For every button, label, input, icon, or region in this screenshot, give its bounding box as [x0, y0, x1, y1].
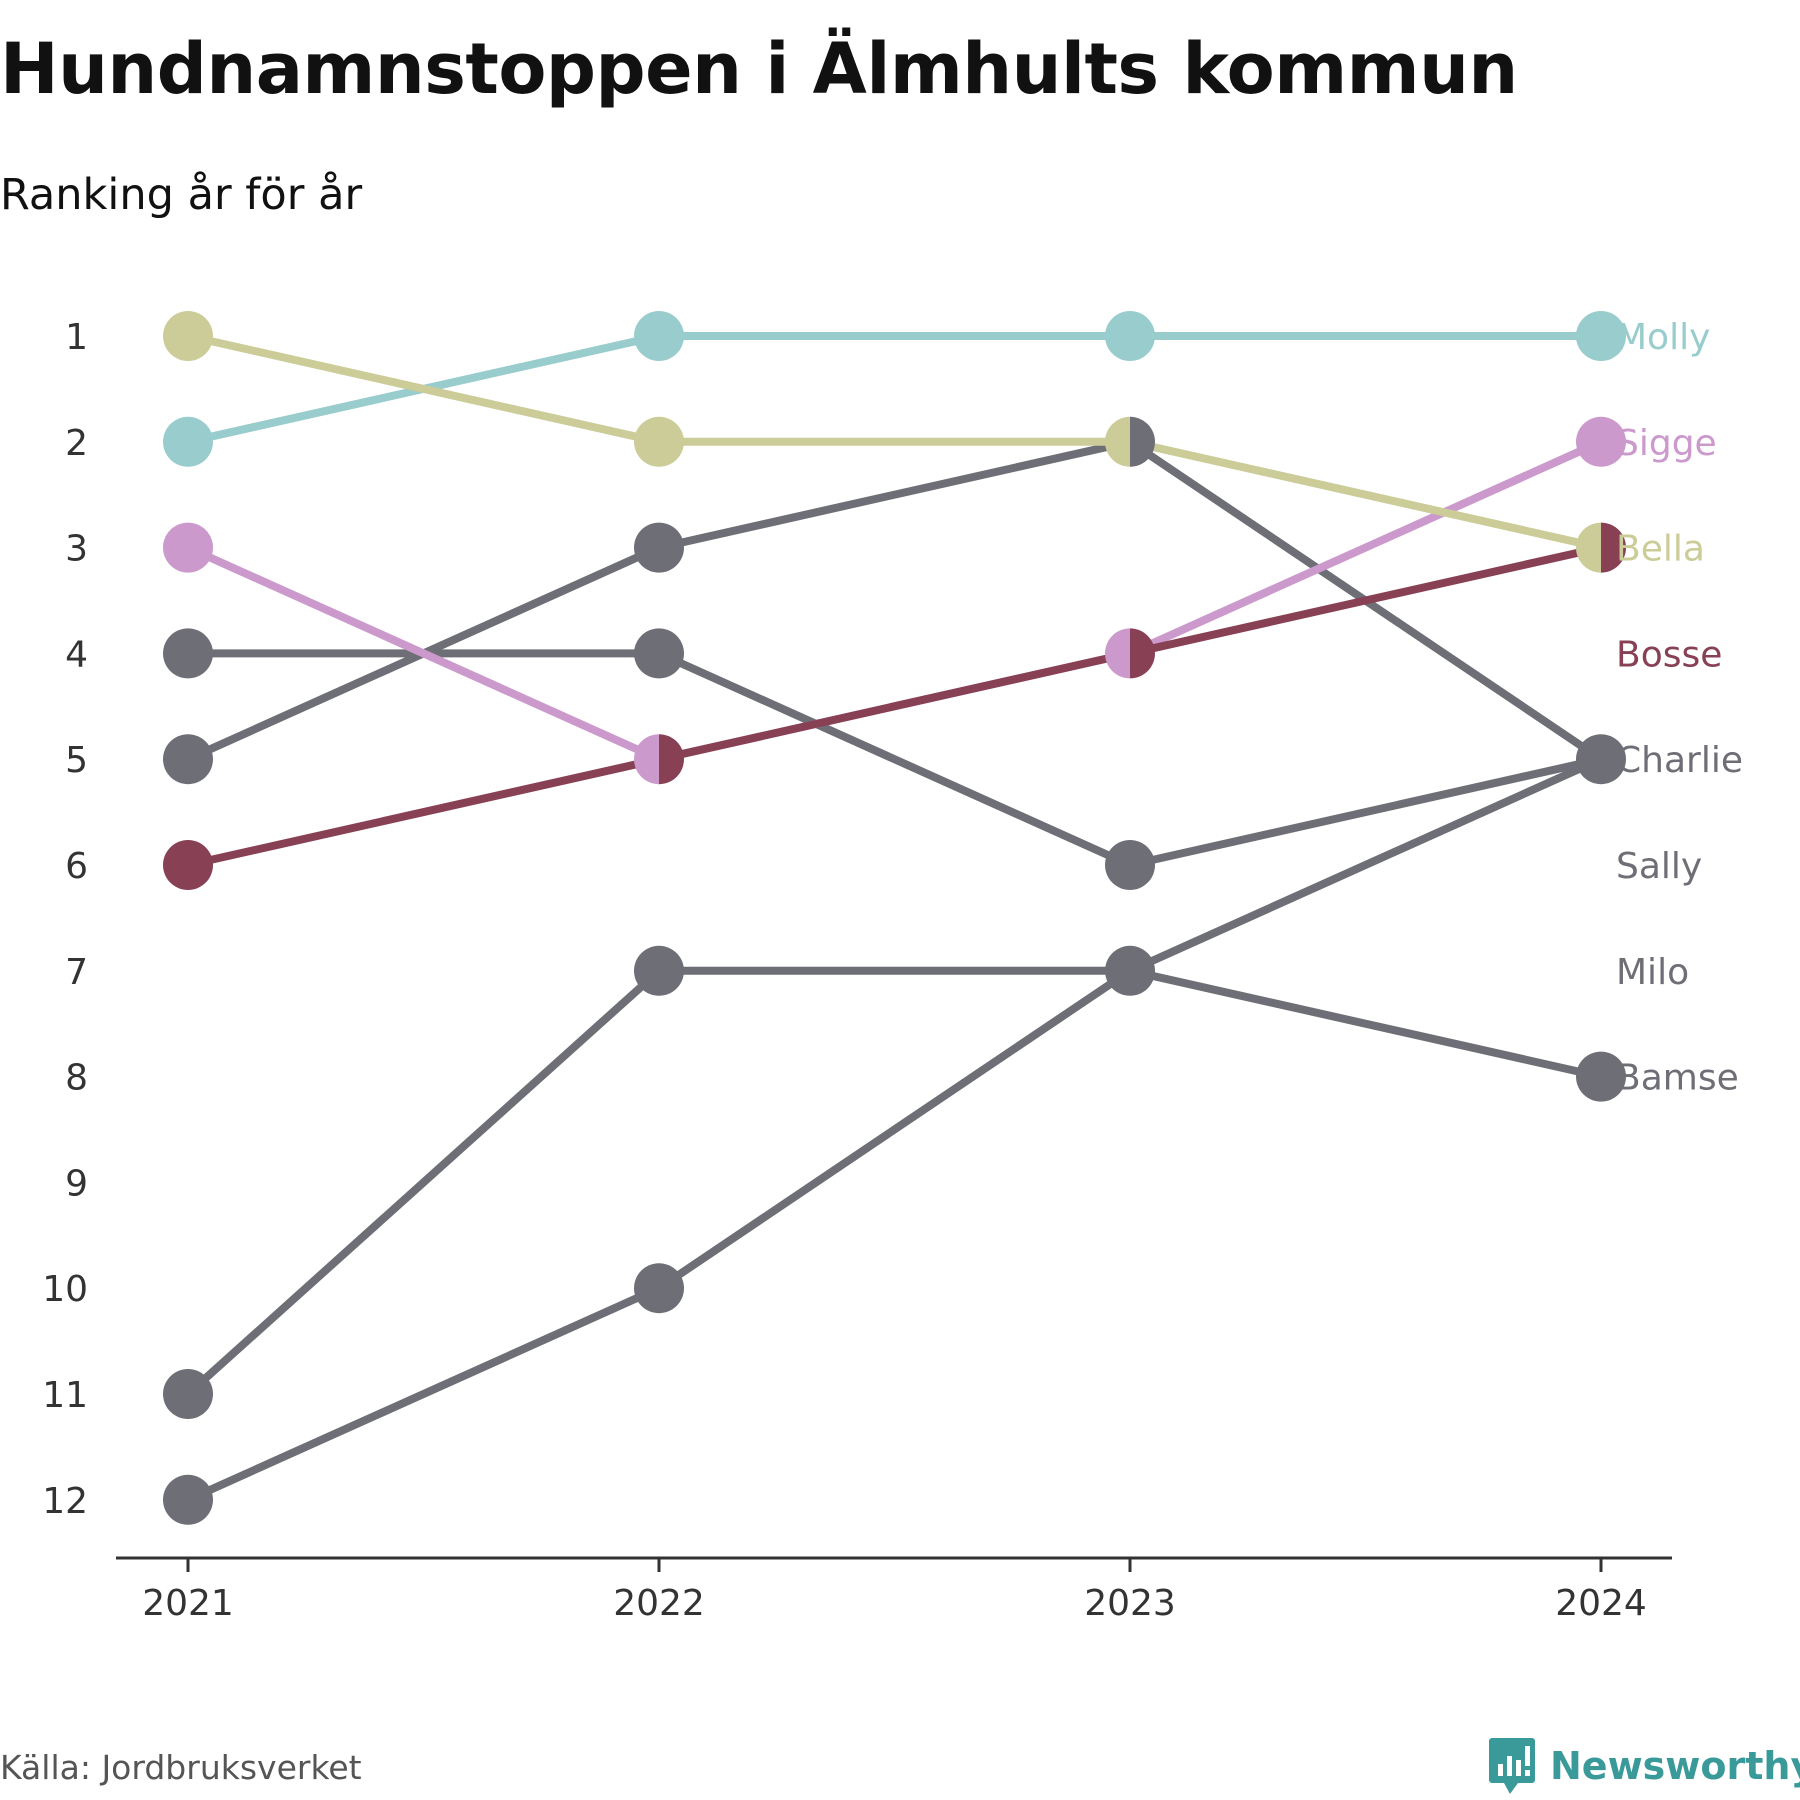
series-label-bella: Bella — [1616, 529, 1705, 570]
series-label-bosse: Bosse — [1616, 634, 1722, 675]
y-tick-label: 4 — [65, 634, 88, 675]
point-milo — [634, 628, 684, 679]
point-charlie-sally-milo — [1576, 734, 1626, 785]
point-bella — [163, 311, 213, 361]
series-line-bella — [187, 332, 1602, 552]
y-tick-label: 11 — [42, 1375, 88, 1416]
point-bella — [1105, 416, 1130, 467]
series-line-sigge — [186, 438, 1603, 764]
y-tick-label: 9 — [65, 1163, 88, 1204]
point-sally — [634, 1263, 684, 1314]
point-bosse — [163, 840, 213, 890]
y-tick-label: 8 — [65, 1058, 88, 1099]
brand-name: Newsworthy — [1550, 1744, 1800, 1788]
y-tick-label: 10 — [42, 1269, 88, 1310]
series-label-molly: Molly — [1616, 317, 1710, 358]
series-line-charlie — [186, 437, 1604, 763]
series-line-sally — [186, 755, 1603, 1504]
point-molly — [634, 311, 684, 361]
point-sally — [163, 1474, 213, 1525]
series-line-milo — [188, 649, 1602, 869]
y-tick-label: 5 — [65, 740, 88, 781]
y-tick-label: 12 — [42, 1481, 88, 1522]
x-axis: 2021 2022 2023 2024 — [116, 1556, 1672, 1624]
chart-subtitle: Ranking år för år — [0, 170, 363, 220]
point-sigge — [633, 734, 659, 785]
y-tick-label: 3 — [65, 529, 88, 570]
point-bamse — [634, 945, 684, 996]
point-bamse — [1576, 1051, 1626, 1102]
x-tick-label: 2023 — [1084, 1583, 1176, 1624]
series-label-milo: Milo — [1616, 952, 1689, 993]
point-bamse — [163, 1369, 213, 1419]
brand-logo: Newsworthy — [1488, 1736, 1800, 1796]
series-line-bamse — [185, 966, 1602, 1397]
point-milo — [163, 628, 213, 679]
series-points — [163, 311, 1626, 1525]
point-bosse — [1601, 522, 1626, 573]
series-label-sigge: Sigge — [1616, 423, 1717, 464]
point-bella — [634, 416, 684, 467]
point-molly — [163, 416, 213, 467]
series-line-molly — [187, 332, 1601, 446]
x-tick-label: 2021 — [142, 1583, 234, 1624]
y-tick-label: 7 — [65, 952, 88, 993]
series-label-charlie: Charlie — [1616, 740, 1743, 781]
point-charlie — [1130, 416, 1155, 467]
series-lines — [185, 332, 1604, 1504]
point-sigge — [163, 522, 213, 573]
point-sigge — [1105, 628, 1130, 679]
series-labels: Molly Sigge Bella Bosse Charlie Sally Milo Bams… — [1616, 317, 1743, 1099]
y-tick-label: 2 — [65, 423, 88, 464]
point-bosse — [659, 734, 684, 785]
series-label-bamse: Bamse — [1616, 1058, 1739, 1099]
point-sigge — [1576, 416, 1626, 467]
point-milo — [1105, 840, 1155, 890]
point-bella — [1576, 522, 1601, 573]
chart-title: Hundnamnstoppen i Älmhults kommun — [0, 28, 1518, 110]
point-charlie — [634, 522, 684, 573]
series-label-sally: Sally — [1616, 846, 1702, 887]
point-molly — [1576, 311, 1626, 361]
series-line-bosse — [187, 543, 1602, 869]
point-charlie — [163, 734, 213, 785]
x-tick-label: 2024 — [1555, 1583, 1647, 1624]
y-tick-label: 1 — [65, 317, 88, 358]
y-tick-label: 6 — [65, 846, 88, 887]
point-bosse — [1130, 628, 1155, 679]
point-sally-bamse — [1105, 945, 1155, 996]
newsworthy-logo-icon — [1489, 1738, 1535, 1794]
x-tick-label: 2022 — [613, 1583, 705, 1624]
source-note: Källa: Jordbruksverket — [0, 1748, 362, 1787]
point-molly — [1105, 311, 1155, 361]
